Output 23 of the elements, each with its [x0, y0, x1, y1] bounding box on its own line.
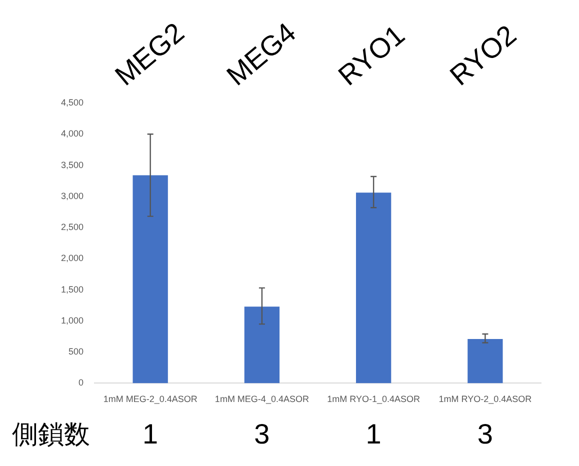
text: 1 [366, 418, 382, 450]
y-tick-label: 2,000 [60, 253, 84, 264]
text: 側鎖数 [12, 420, 90, 450]
y-tick-label: 2,500 [60, 222, 84, 232]
y-tick-label: 4,000 [60, 128, 84, 139]
x-tick-label: 1mM RYO-2_0.4ASOR [438, 394, 532, 404]
x-tick-label: 1mM MEG-2_0.4ASOR [103, 394, 198, 404]
text: 3 [477, 418, 493, 450]
y-tick-label: 1,500 [60, 284, 84, 294]
bar [356, 192, 392, 384]
bar [468, 338, 503, 384]
y-tick-label: 3,500 [60, 160, 84, 170]
bar [244, 306, 280, 384]
y-tick-label: 0 [78, 378, 84, 388]
bar [132, 175, 168, 384]
y-tick-label: 1,000 [60, 315, 84, 326]
y-tick-label: 500 [68, 346, 84, 357]
y-tick-label: 4,500 [60, 97, 84, 108]
text: 1 [142, 418, 158, 450]
y-tick-label: 3,000 [60, 190, 84, 201]
x-tick-label: 1mM RYO-1_0.4ASOR [327, 394, 420, 404]
text: 3 [254, 418, 270, 450]
x-tick-label: 1mM MEG-4_0.4ASOR [214, 394, 310, 404]
